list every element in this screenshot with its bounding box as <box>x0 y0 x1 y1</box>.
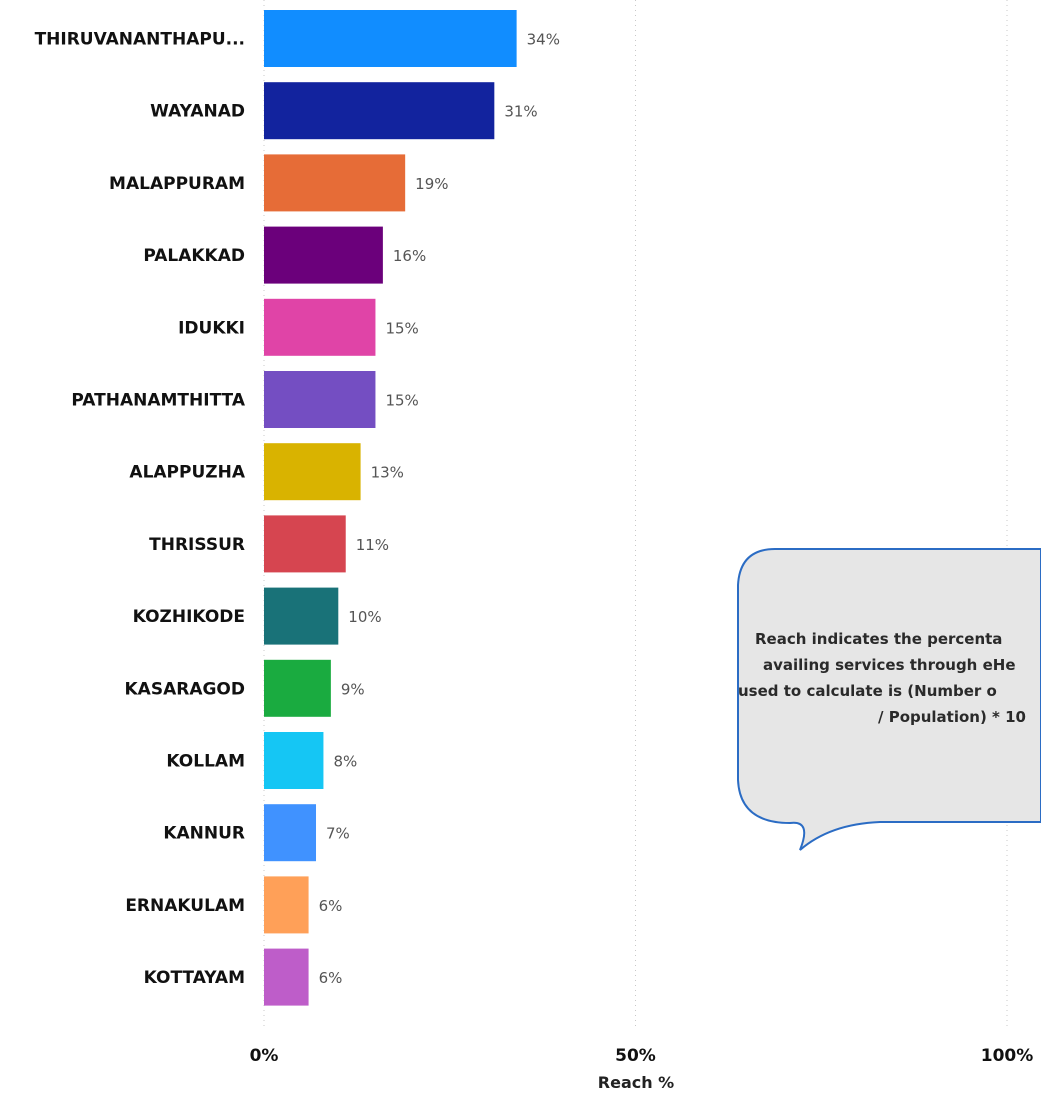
callout-line: / Population) * 10 <box>878 708 1026 726</box>
value-label: 15% <box>385 392 418 410</box>
category-label: MALAPPURAM <box>109 174 245 194</box>
category-label: ALAPPUZHA <box>129 463 245 483</box>
value-label: 13% <box>371 464 404 482</box>
bar-3[interactable] <box>264 226 383 284</box>
value-label: 10% <box>348 608 381 626</box>
x-tick-label: 50% <box>615 1046 656 1066</box>
category-label: KOTTAYAM <box>144 968 245 988</box>
bar-7[interactable] <box>264 515 346 573</box>
value-label: 19% <box>415 175 448 193</box>
value-label: 6% <box>319 897 343 915</box>
info-callout: Reach indicates the percenta availing ser… <box>737 548 1041 851</box>
callout-line: availing services through eHe <box>763 656 1016 674</box>
bar-10[interactable] <box>264 732 324 789</box>
value-label: 11% <box>356 536 389 554</box>
category-label: ERNAKULAM <box>125 896 245 916</box>
value-label: 31% <box>504 103 537 121</box>
value-labels: 34% 31% 19% 16% 15% 15% 13% 11% 10% 9% 8% 7% 6% 6% <box>319 31 560 988</box>
bar-6[interactable] <box>264 443 361 501</box>
category-label: WAYANAD <box>150 102 245 122</box>
bar-5[interactable] <box>264 371 376 428</box>
bar-11[interactable] <box>264 804 317 862</box>
value-label: 34% <box>527 31 560 49</box>
category-label: KOLLAM <box>166 752 245 772</box>
bar-0[interactable] <box>264 10 517 67</box>
callout-bubble <box>737 548 1041 851</box>
category-label: KASARAGOD <box>125 679 246 699</box>
x-tick-label: 100% <box>981 1046 1034 1066</box>
callout-line: used to calculate is (Number o <box>738 682 997 700</box>
category-label: KOZHIKODE <box>133 607 245 627</box>
bar-13[interactable] <box>264 948 309 1006</box>
bar-12[interactable] <box>264 876 309 934</box>
category-label: IDUKKI <box>178 318 245 338</box>
x-tick-label: 0% <box>250 1046 279 1066</box>
callout-line: Reach indicates the percenta <box>755 630 1002 648</box>
category-label: THRISSUR <box>149 535 245 555</box>
category-label: THIRUVANANTHAPU... <box>35 30 245 50</box>
bar-1[interactable] <box>264 82 495 140</box>
callout-text: Reach indicates the percenta availing ser… <box>738 630 1026 726</box>
x-axis-title: Reach % <box>598 1073 674 1092</box>
value-label: 7% <box>326 825 350 843</box>
x-tick-labels: 0% 50% 100% <box>250 1046 1034 1066</box>
category-labels: THIRUVANANTHAPU... WAYANAD MALAPPURAM PALAK… <box>35 30 246 989</box>
bar-2[interactable] <box>264 154 406 212</box>
bar-9[interactable] <box>264 659 331 717</box>
bar-4[interactable] <box>264 298 376 356</box>
value-label: 9% <box>341 680 365 698</box>
gridlines <box>263 0 1008 1030</box>
value-label: 6% <box>319 969 343 987</box>
value-label: 15% <box>385 319 418 337</box>
category-label: PATHANAMTHITTA <box>71 391 245 411</box>
bars <box>264 10 517 1006</box>
category-label: KANNUR <box>163 824 245 844</box>
category-label: PALAKKAD <box>143 246 245 266</box>
value-label: 8% <box>333 753 357 771</box>
value-label: 16% <box>393 247 426 265</box>
bar-8[interactable] <box>264 587 339 645</box>
